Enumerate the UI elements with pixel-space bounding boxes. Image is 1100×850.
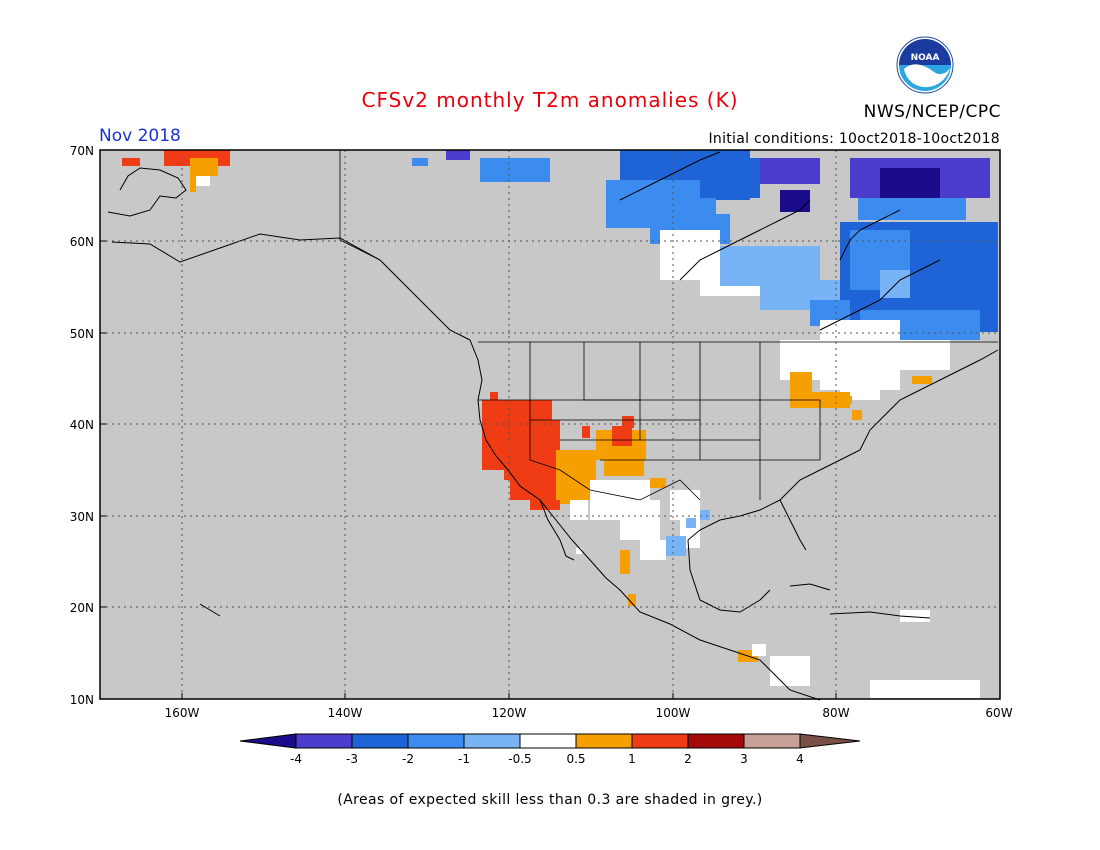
noaa-logo-text: NOAA [911,53,940,63]
lat-label: 20N [70,601,94,615]
colorbar [239,733,861,749]
forecast-period: Nov 2018 [99,126,181,146]
colorbar-swatch [295,733,353,749]
graticule [100,150,1000,699]
colorbar-swatch [519,733,577,749]
colorbar-tick-label: -2 [402,752,414,766]
chart-title: CFSv2 monthly T2m anomalies (K) [361,88,739,112]
lat-label: 10N [70,693,94,707]
colorbar-tick-label: 0.5 [566,752,585,766]
colorbar-swatch [351,733,409,749]
colorbar-tick-label: 3 [740,752,748,766]
colorbar-swatch [407,733,465,749]
colorbar-tick-label: -3 [346,752,358,766]
coastlines [107,151,999,701]
organization-label: NWS/NCEP/CPC [863,102,1001,122]
colorbar-tick-label: -1 [458,752,470,766]
colorbar-tick-label: 1 [628,752,636,766]
lon-label: 120W [492,706,527,720]
footnote: (Areas of expected skill less than 0.3 a… [337,792,763,808]
colorbar-swatch [575,733,633,749]
state-borders [339,150,998,501]
colorbar-swatch [743,733,801,749]
colorbar-high-arrow [799,733,861,749]
initial-conditions: Initial conditions: 10oct2018-10oct2018 [708,131,1000,147]
noaa-logo: NOAA [896,36,954,94]
colorbar-tick-label: -0.5 [508,752,531,766]
lat-label: 70N [70,144,94,158]
axis-ticks [100,149,837,699]
lon-label: 60W [985,706,1012,720]
lon-label: 80W [822,706,849,720]
longitude-labels: 160W 140W 120W 100W 80W 60W [165,706,1013,720]
lat-label: 40N [70,418,94,432]
anomaly-patches [122,150,998,698]
colorbar-swatch [687,733,745,749]
lon-label: 140W [328,706,363,720]
colorbar-tick-label: 2 [684,752,692,766]
lat-label: 50N [70,327,94,341]
colorbar-tick-label: -4 [290,752,302,766]
latitude-labels: 70N 60N 50N 40N 30N 20N 10N [70,144,94,707]
lat-label: 30N [70,510,94,524]
lat-label: 60N [70,235,94,249]
colorbar-tick-label: 4 [796,752,804,766]
colorbar-low-arrow [239,733,297,749]
colorbar-swatch [631,733,689,749]
colorbar-labels: -4 -3 -2 -1 -0.5 0.5 1 2 3 4 [290,752,804,766]
lon-label: 100W [656,706,691,720]
colorbar-swatch [463,733,521,749]
lon-label: 160W [165,706,200,720]
